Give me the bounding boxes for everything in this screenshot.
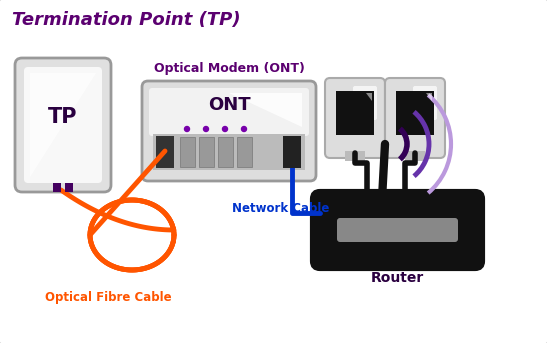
FancyBboxPatch shape (413, 86, 437, 120)
Text: ONT: ONT (208, 96, 251, 114)
Text: Router: Router (371, 271, 424, 285)
Circle shape (203, 127, 208, 131)
Bar (283, 136, 301, 168)
FancyBboxPatch shape (325, 78, 385, 158)
Text: Optical Fibre Cable: Optical Fibre Cable (45, 291, 172, 304)
FancyBboxPatch shape (24, 67, 102, 183)
Bar (345, 151, 365, 161)
Polygon shape (30, 73, 96, 177)
FancyBboxPatch shape (15, 58, 111, 192)
Text: TP: TP (48, 107, 78, 127)
FancyBboxPatch shape (385, 78, 445, 158)
Polygon shape (366, 93, 372, 101)
Circle shape (184, 127, 189, 131)
Bar (53, 183, 61, 192)
Polygon shape (229, 93, 302, 127)
Bar (65, 183, 73, 192)
Text: Network Cable: Network Cable (232, 202, 329, 215)
Bar (336, 91, 374, 135)
Text: Optical Modem (ONT): Optical Modem (ONT) (154, 62, 305, 75)
Circle shape (223, 127, 228, 131)
Bar (237, 137, 252, 167)
FancyBboxPatch shape (337, 218, 458, 242)
FancyBboxPatch shape (149, 88, 309, 136)
FancyBboxPatch shape (142, 81, 316, 181)
FancyBboxPatch shape (353, 86, 377, 120)
Bar (153, 134, 305, 170)
Bar (156, 136, 174, 168)
Bar (199, 137, 214, 167)
Bar (396, 91, 434, 135)
Bar (218, 137, 233, 167)
Bar (405, 151, 425, 161)
Bar (180, 137, 195, 167)
Circle shape (241, 127, 247, 131)
Polygon shape (426, 93, 432, 101)
FancyBboxPatch shape (312, 191, 483, 269)
Text: Termination Point (TP): Termination Point (TP) (12, 11, 241, 29)
